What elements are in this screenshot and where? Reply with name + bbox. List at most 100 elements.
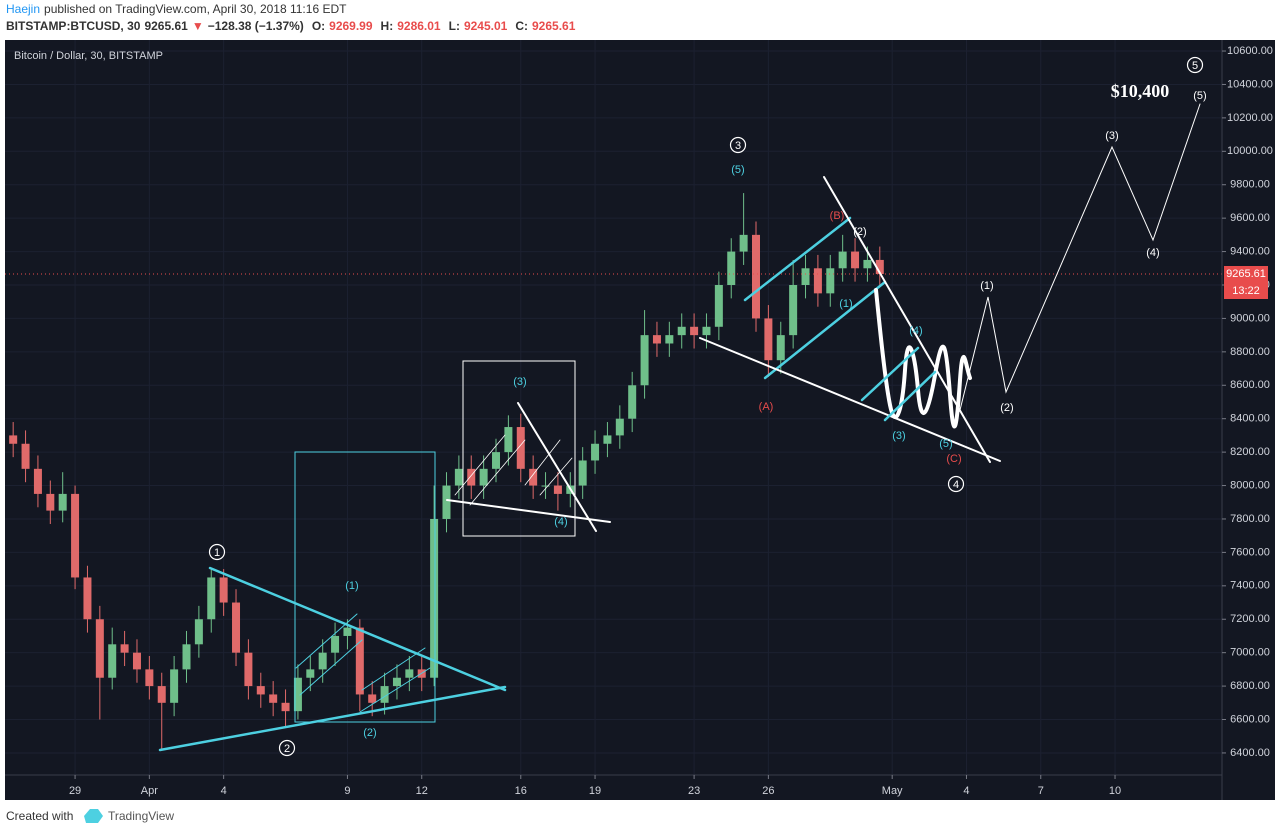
candle-body <box>157 686 166 703</box>
ohlc-value: 9265.61 <box>532 19 576 33</box>
x-tick-label: 4 <box>221 785 227 797</box>
candle-body <box>21 443 30 469</box>
candle-body <box>504 427 513 453</box>
candle-body <box>801 268 810 285</box>
y-tick-label: 10600.00 <box>1227 45 1273 57</box>
x-tick-label: 29 <box>69 785 81 797</box>
x-tick-label: May <box>882 785 903 797</box>
candle-body <box>380 686 389 703</box>
created-with: Created with <box>6 809 73 823</box>
candle-body <box>331 635 340 653</box>
wave-label: 2 <box>284 743 290 755</box>
annotations: 1 2 3 4 5 (1) (2) (3) (4) (5) (A) (B) (2) (1) (4) (3) (5… <box>208 56 1207 757</box>
y-tick-label: 8000.00 <box>1230 479 1270 491</box>
candle-body <box>875 259 884 275</box>
candle-body <box>293 677 302 712</box>
symbol-line: BITSTAMP:BTCUSD, 30 9265.61 ▼ −128.38 (−… <box>6 19 575 33</box>
y-tick-label: 8200.00 <box>1230 446 1270 458</box>
y-tick-label: 10400.00 <box>1227 78 1273 90</box>
candle-body <box>553 485 562 494</box>
wave-label: (5) <box>1193 90 1206 102</box>
x-tick-label: 4 <box>963 785 969 797</box>
wave-label: (3) <box>1105 130 1118 142</box>
candle-body <box>170 669 179 703</box>
candle-body <box>132 652 141 670</box>
candle-body <box>541 485 550 487</box>
price-tag <box>1224 266 1268 299</box>
candle-body <box>145 669 154 687</box>
y-tick-label: 7200.00 <box>1230 613 1270 625</box>
y-tick-label: 10200.00 <box>1227 112 1273 124</box>
target-label: $10,400 <box>1111 81 1170 101</box>
x-tick-label: 10 <box>1109 785 1121 797</box>
candle-body <box>529 468 538 486</box>
x-tick-label: 12 <box>416 785 428 797</box>
candle-body <box>182 644 191 670</box>
wave-circle <box>729 136 747 154</box>
symbol: BITSTAMP:BTCUSD, 30 <box>6 19 141 33</box>
candle-body <box>430 518 439 678</box>
y-tick-label: 7400.00 <box>1230 580 1270 592</box>
candle-body <box>405 669 414 678</box>
candle-body <box>591 443 600 461</box>
candle-body <box>442 485 451 519</box>
candle-body <box>652 335 661 344</box>
wave-label: (4) <box>554 516 567 528</box>
chart-title: Bitcoin / Dollar, 30, BITSTAMP <box>14 50 163 62</box>
wave-circle <box>278 739 296 757</box>
ohlc-value: 9245.01 <box>463 19 508 33</box>
ohlc-label: H: <box>380 19 394 33</box>
wave-label: (2) <box>1000 402 1013 414</box>
candle-body <box>120 644 129 653</box>
arrow: ▼ <box>191 19 204 33</box>
brand[interactable]: TradingView <box>108 809 174 823</box>
author[interactable]: Haejin <box>6 2 41 16</box>
wave-label: (4) <box>909 325 922 337</box>
wave-label: (1) <box>980 280 993 292</box>
wave-label: (1) <box>345 580 358 592</box>
candle-body <box>355 627 364 695</box>
price-tag-value: 9265.61 <box>1226 268 1266 280</box>
ohlc: O: 9269.99 H: 9286.01 L: 9245.01 C: 9265.61 <box>308 19 576 33</box>
candle-body <box>603 435 612 444</box>
candle-body <box>281 702 290 712</box>
wave-circle <box>1186 56 1204 74</box>
candle-body <box>863 259 872 269</box>
y-tick-label: 8600.00 <box>1230 379 1270 391</box>
candle-body <box>826 268 835 294</box>
candle-body <box>665 335 674 344</box>
y-tick-label: 9400.00 <box>1230 245 1270 257</box>
logo <box>84 809 103 823</box>
ohlc-value: 9269.99 <box>329 19 373 33</box>
candle-body <box>207 577 216 620</box>
wave-label: (C) <box>946 453 961 465</box>
candle-body <box>318 652 327 670</box>
wave-label: (1) <box>839 298 852 310</box>
y-tick-label: 6400.00 <box>1230 747 1270 759</box>
candle-body <box>714 285 723 327</box>
candle-body <box>578 460 587 486</box>
candle-body <box>764 318 773 361</box>
candle-body <box>727 251 736 285</box>
change: −128.38 (−1.37%) <box>207 19 304 33</box>
published: published on TradingView.com, April 30, … <box>44 2 347 16</box>
grid <box>5 40 1222 775</box>
wave-label: (5) <box>939 438 952 450</box>
wave-label: (A) <box>759 401 774 413</box>
candle-body <box>640 335 649 386</box>
wave-label: (B) <box>830 210 845 222</box>
last-price: 9265.61 <box>144 19 188 33</box>
y-tick-label: 8800.00 <box>1230 346 1270 358</box>
wave-circle <box>208 543 226 561</box>
candle-body <box>244 652 253 687</box>
x-tick-label: 16 <box>515 785 527 797</box>
x-tick-label: 26 <box>762 785 774 797</box>
wave-label: (3) <box>892 430 905 442</box>
candle-body <box>306 669 315 678</box>
candle-body <box>789 285 798 336</box>
candle-body <box>194 619 203 645</box>
candle-body <box>46 493 55 511</box>
candle-body <box>232 602 241 653</box>
candle-body <box>467 468 476 486</box>
